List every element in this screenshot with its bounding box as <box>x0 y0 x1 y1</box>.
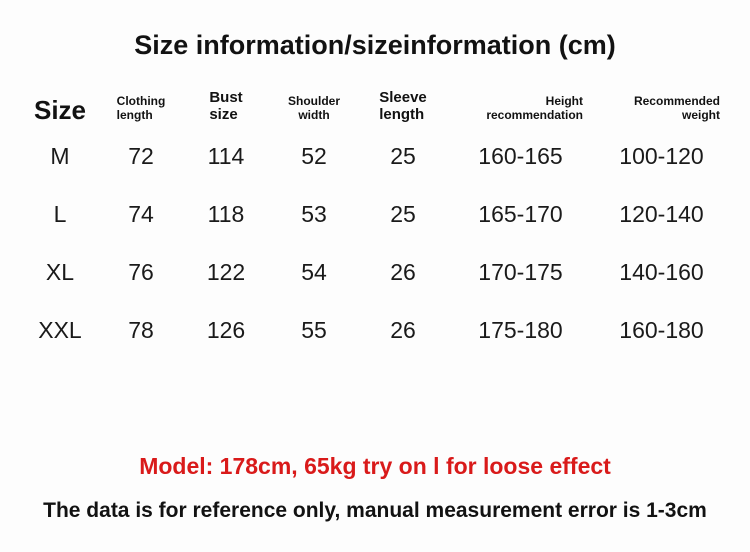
cell-bust-size: 122 <box>206 258 246 285</box>
cell-size: M <box>50 142 70 169</box>
table-row-m: M 72 114 52 25 160-165 100-120 <box>20 127 730 185</box>
header-height-recommendation: Height recommendation <box>448 95 593 127</box>
header-shoulder-width: Shoulder width <box>270 95 358 127</box>
header-bust-size: Bust size <box>182 89 270 128</box>
cell-clothing-length: 76 <box>128 258 154 285</box>
header-shoulder-width-label: Shoulder width <box>287 94 340 123</box>
cell-bust-size: 114 <box>207 142 245 169</box>
header-sleeve-length-label: Sleeve length <box>379 88 427 123</box>
cell-sleeve-length: 26 <box>390 258 416 285</box>
cell-height-recommendation: 160-165 <box>478 142 563 169</box>
page-title: Size information/sizeinformation (cm) <box>134 30 616 60</box>
header-clothing-length: Clothing length <box>100 95 182 127</box>
header-clothing-length-label: Clothing length <box>116 94 166 123</box>
cell-height-recommendation: 165-170 <box>478 200 563 227</box>
cell-recommended-weight: 140-160 <box>619 258 704 285</box>
size-table: Size Clothing length Bust size Shoulder … <box>20 75 730 359</box>
cell-clothing-length: 74 <box>128 200 154 227</box>
table-row-l: L 74 118 53 25 165-170 120-140 <box>20 185 730 243</box>
model-fit-note: Model: 178cm, 65kg try on l for loose ef… <box>139 453 611 479</box>
cell-shoulder-width: 53 <box>301 200 327 227</box>
cell-height-recommendation: 175-180 <box>478 316 563 343</box>
header-size: Size <box>20 97 100 127</box>
cell-sleeve-length: 25 <box>390 200 416 227</box>
cell-shoulder-width: 54 <box>301 258 327 285</box>
cell-shoulder-width: 55 <box>301 316 327 343</box>
header-recommended-weight: Recommended weight <box>593 95 730 127</box>
table-header-row: Size Clothing length Bust size Shoulder … <box>20 75 730 127</box>
table-row-xl: XL 76 122 54 26 170-175 140-160 <box>20 243 730 301</box>
cell-size: L <box>53 200 67 227</box>
header-bust-size-label: Bust size <box>209 88 243 123</box>
cell-bust-size: 126 <box>206 316 246 343</box>
cell-bust-size: 118 <box>207 200 245 227</box>
cell-clothing-length: 78 <box>128 316 154 343</box>
cell-size: XXL <box>38 316 82 343</box>
cell-shoulder-width: 52 <box>301 142 327 169</box>
cell-recommended-weight: 120-140 <box>619 200 704 227</box>
header-recommended-weight-label: Recommended weight <box>633 94 720 123</box>
header-sleeve-length: Sleeve length <box>358 89 448 128</box>
header-size-label: Size <box>33 95 87 125</box>
cell-sleeve-length: 25 <box>390 142 416 169</box>
header-height-recommendation-label: Height recommendation <box>486 94 583 123</box>
table-row-xxl: XXL 78 126 55 26 175-180 160-180 <box>20 301 730 359</box>
cell-sleeve-length: 26 <box>390 316 416 343</box>
measurement-disclaimer: The data is for reference only, manual m… <box>43 499 707 522</box>
cell-recommended-weight: 160-180 <box>619 316 704 343</box>
cell-size: XL <box>45 258 75 285</box>
cell-recommended-weight: 100-120 <box>619 142 704 169</box>
cell-height-recommendation: 170-175 <box>478 258 563 285</box>
cell-clothing-length: 72 <box>128 142 154 169</box>
